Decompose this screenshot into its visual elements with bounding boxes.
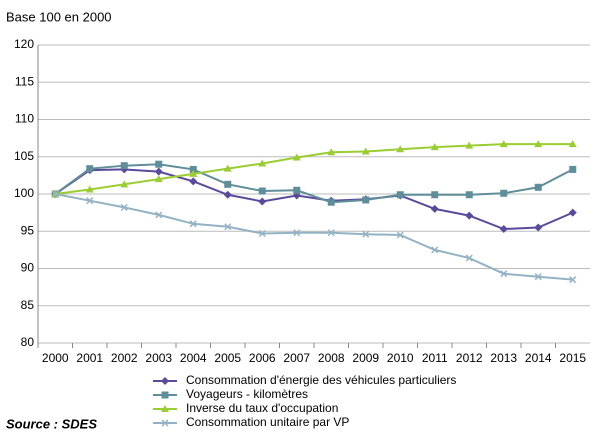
marker [293,229,301,237]
marker [465,191,473,199]
marker [86,165,94,173]
marker [534,273,542,281]
legend-label: Consommation unitaire par VP [186,415,349,429]
marker [362,230,370,238]
marker [258,229,266,238]
marker [534,140,543,148]
y-tick-label: 115 [15,74,34,88]
marker [189,169,198,177]
marker [258,197,267,206]
marker [189,177,198,186]
y-tick-label: 85 [21,298,35,312]
marker [327,229,335,237]
marker [189,165,197,173]
x-tick-label: 2015 [559,351,586,365]
x-tick-label: 2000 [42,351,69,365]
y-tick-label: 110 [15,112,34,126]
marker [499,225,508,234]
marker [500,270,508,278]
marker [258,187,266,195]
marker [189,220,197,228]
y-tick-label: 105 [14,149,34,163]
legend-label: Consommation d'énergie des véhicules par… [186,373,456,387]
marker [293,186,301,194]
marker [327,148,336,156]
marker [85,185,94,193]
marker [362,196,370,204]
marker [86,197,94,205]
marker [465,211,474,220]
legend-marker [161,391,169,399]
marker [431,246,439,254]
marker [465,254,473,262]
x-tick-label: 2003 [145,351,172,365]
x-tick-label: 2006 [249,351,276,365]
legend-marker [161,405,169,412]
marker [120,203,128,211]
y-tick-label: 95 [21,223,35,237]
marker [155,160,163,168]
x-tick-label: 2011 [422,351,448,365]
x-tick-label: 2001 [76,351,103,365]
legend-label: Voyageurs - kilomètres [186,387,308,401]
marker [569,165,577,173]
marker [430,204,439,213]
marker [154,175,163,183]
marker [431,191,439,199]
series-line [54,163,574,204]
marker [327,198,335,206]
marker [258,159,267,167]
series-line [54,168,574,231]
x-tick-label: 2013 [490,351,517,365]
marker [223,190,232,199]
x-tick-label: 2005 [214,351,241,365]
y-tick-label: 100 [14,186,34,200]
marker [223,164,232,172]
x-tick-label: 2012 [456,351,483,365]
marker [500,189,508,197]
x-tick-label: 2008 [318,351,345,365]
source-note: Source : SDES [6,416,97,431]
legend-marker [161,419,169,427]
marker [120,180,129,188]
marker [396,231,404,239]
x-tick-label: 2009 [352,351,379,365]
chart-subtitle: Base 100 en 2000 [6,9,112,24]
marker [292,153,301,161]
marker [568,208,577,217]
marker [396,191,404,199]
marker [534,223,543,232]
x-tick-label: 2010 [387,351,414,365]
series-line [55,143,573,195]
marker [224,223,232,231]
marker [465,141,474,149]
marker [361,147,370,155]
series-line [55,193,573,281]
y-tick-label: 120 [14,37,34,51]
x-tick-label: 2014 [525,351,552,365]
marker [430,143,439,151]
x-tick-label: 2007 [283,351,310,365]
marker [568,140,577,148]
marker [499,140,508,148]
marker [396,145,405,153]
y-tick-label: 80 [21,335,35,349]
marker [155,211,163,219]
x-tick-label: 2002 [111,351,138,365]
legend-label: Inverse du taux d'occupation [186,401,338,415]
marker [569,276,577,284]
marker [224,180,232,188]
marker [51,190,59,198]
x-tick-label: 2004 [180,351,207,365]
marker [534,183,542,191]
legend-marker [161,377,169,385]
marker [154,167,163,176]
y-tick-label: 90 [21,261,35,275]
marker [120,162,128,170]
